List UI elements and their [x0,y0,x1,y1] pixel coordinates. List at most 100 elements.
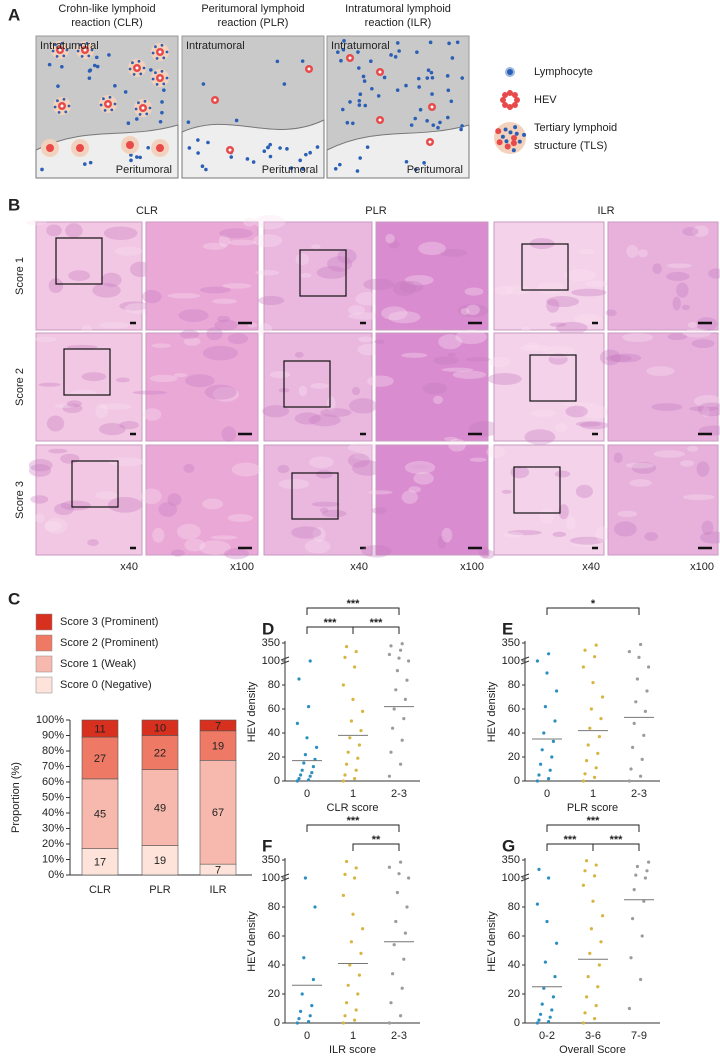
data-point [307,1019,311,1024]
lymphocyte [422,161,426,165]
micrograph [493,332,605,442]
micrograph [35,444,143,556]
tissue-texture [651,403,683,411]
lymphocyte [234,118,239,123]
tls-cell [110,108,114,112]
data-point [535,902,540,906]
tls-cell [103,108,107,112]
panel-letter: F [262,836,272,855]
tissue-texture [109,457,145,467]
y-tick-label: 60 [268,930,280,942]
lymphocyte [162,88,166,92]
data-point [353,665,357,669]
region-label: Peritumoral [262,164,318,176]
tissue-texture [95,491,118,500]
tissue-texture [99,321,130,329]
data-point [583,772,587,776]
tissue-texture [701,520,714,536]
data-point [397,656,401,660]
data-point [341,1021,345,1025]
legend-label: Score 0 (Negative) [60,679,152,691]
data-point [553,975,557,979]
lymphocyte [415,50,419,54]
tissue-texture [368,490,393,495]
y-tick-label: 20 [508,751,520,763]
tissue-texture [555,321,588,335]
legend-tls-cell [514,131,519,136]
tissue-texture [609,353,642,363]
x-tick-label: 7-9 [631,1030,647,1042]
data-point [634,873,638,877]
tissue-texture [385,233,395,244]
tissue-texture [348,312,383,320]
data-point [631,917,635,921]
legend-label: Score 1 (Weak) [60,658,136,670]
micrograph [607,332,719,442]
data-point [361,927,365,931]
lymphocyte [196,138,200,142]
zoom-box [521,243,569,291]
tissue-texture [204,384,237,400]
y-tick-label: 0 [514,1017,520,1029]
significance-bracket [546,607,640,615]
y-tick-label: 20 [268,751,280,763]
tls-cell [148,106,152,110]
data-point [639,642,643,647]
legend-hev-cell [507,104,514,110]
data-point [341,683,345,687]
lymphocyte [88,160,93,165]
tissue-texture [30,495,49,504]
tissue-texture [300,273,312,278]
data-point [599,940,603,944]
data-point [539,762,543,766]
data-point [639,977,643,982]
data-point [343,872,347,877]
tls-cell [160,43,164,47]
tissue-texture [613,452,623,464]
legend-tls-cell [522,132,527,137]
data-point [551,739,556,744]
tissue-texture [631,461,657,474]
data-point [640,757,644,762]
lymphocyte [447,41,451,46]
tls-cell [131,61,134,65]
data-point [642,733,646,738]
lymphocyte [268,154,273,159]
tissue-texture [521,326,531,333]
lymphocyte [94,55,99,60]
y-tick-label: 80% [42,745,64,757]
x-axis-label: CLR score [327,802,379,814]
tissue-texture [682,494,715,501]
tissue-texture [34,513,45,523]
hev-lumen [378,70,382,74]
y-tick-label: 350 [262,637,280,649]
tissue-texture [575,421,602,427]
tissue-texture [223,548,250,560]
data-point [596,985,600,989]
lymphocyte [251,160,256,164]
lymphocyte [357,98,362,103]
significance-bracket [352,626,400,634]
legend-label: Score 2 (Prominent) [60,637,158,649]
tissue-texture [278,479,310,490]
tissue-texture [381,306,408,321]
data-point [593,775,597,780]
data-point [588,726,592,730]
tissue-texture [687,445,699,452]
tissue-texture [173,373,188,378]
tls-cell [90,48,94,52]
tissue-texture [613,521,637,537]
tissue-texture [347,442,380,453]
data-point [642,899,646,903]
lymphocyte [369,59,373,64]
data-point [392,943,396,947]
tls-cell [145,112,149,116]
tissue-texture [404,275,434,286]
legend-hev-cell [511,101,518,108]
lymphocyte [278,146,282,150]
data-point [308,774,312,778]
data-point [315,745,319,750]
lymphocyte [160,110,164,115]
legend-swatch [35,634,53,652]
data-point [634,700,638,704]
